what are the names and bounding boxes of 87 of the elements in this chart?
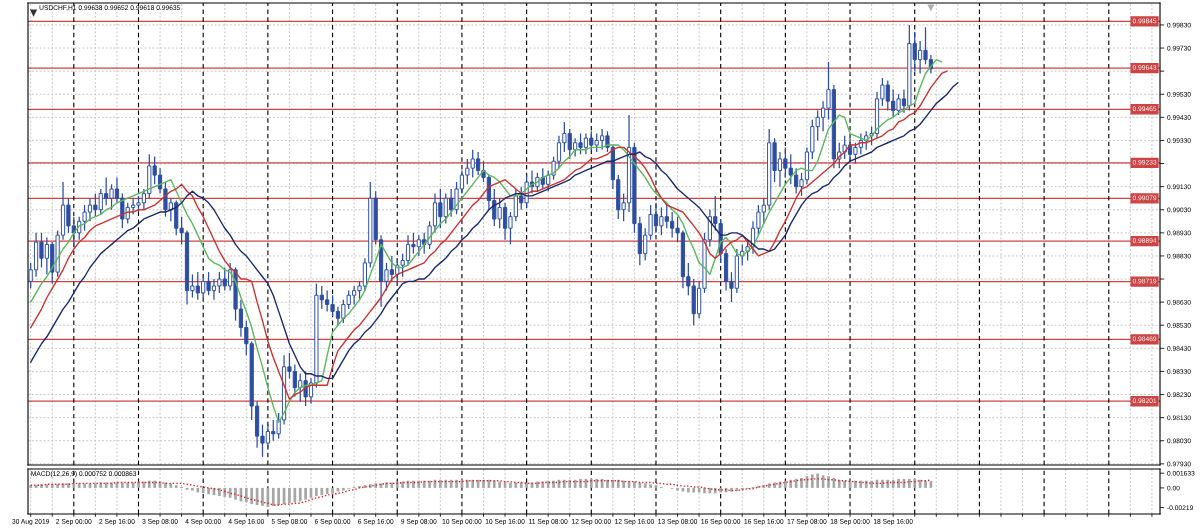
bar <box>854 480 857 488</box>
bar <box>412 480 415 488</box>
bar <box>773 482 776 488</box>
bar <box>293 487 297 503</box>
bar <box>207 487 210 495</box>
bar <box>789 479 793 488</box>
bar <box>482 479 485 488</box>
bar <box>897 478 900 488</box>
bar <box>810 474 814 488</box>
bar <box>606 479 609 488</box>
bar <box>428 480 431 488</box>
bar <box>827 476 830 488</box>
bar <box>498 481 502 488</box>
bar <box>837 479 841 488</box>
bar <box>401 481 404 488</box>
bar <box>234 487 237 500</box>
bar <box>304 487 307 500</box>
bar <box>913 478 917 488</box>
bar <box>864 480 868 488</box>
bar <box>56 484 59 488</box>
bar <box>455 479 458 488</box>
bar <box>385 482 388 488</box>
bar <box>444 479 448 488</box>
bar <box>686 487 690 493</box>
bar <box>784 480 787 488</box>
bar <box>924 480 927 488</box>
bar <box>298 487 302 502</box>
bar <box>563 479 566 488</box>
bar <box>223 487 227 497</box>
bar <box>126 482 130 488</box>
bar <box>881 479 884 488</box>
bar <box>843 480 846 488</box>
bar <box>568 479 572 488</box>
bar <box>816 473 820 488</box>
bar <box>83 483 86 488</box>
bar <box>104 482 108 488</box>
bar <box>201 487 205 494</box>
bar <box>94 483 97 488</box>
bar <box>120 482 124 488</box>
bar <box>633 481 636 488</box>
bar <box>342 487 345 491</box>
bar <box>288 487 291 504</box>
bar <box>153 480 157 488</box>
bar <box>261 487 264 506</box>
bar <box>325 487 329 495</box>
bar <box>320 487 324 496</box>
bar <box>692 487 696 493</box>
bar <box>164 482 167 488</box>
bar <box>622 480 625 488</box>
bar <box>271 487 275 506</box>
bar <box>509 482 512 488</box>
bar <box>492 480 496 488</box>
bar <box>908 478 911 488</box>
bar <box>99 482 103 488</box>
bar <box>541 481 545 488</box>
bar <box>147 480 151 488</box>
bar <box>638 482 642 488</box>
bar <box>250 487 254 505</box>
bar <box>730 487 733 492</box>
bar <box>465 479 469 488</box>
line-series <box>30 478 932 506</box>
bar <box>315 487 318 496</box>
bar <box>713 487 717 494</box>
bar <box>719 487 723 493</box>
bar <box>218 487 221 496</box>
bar <box>676 487 679 491</box>
bar <box>191 487 194 491</box>
bar <box>196 487 200 493</box>
bar <box>643 483 647 488</box>
bar <box>422 480 426 488</box>
bar <box>471 479 475 488</box>
bar <box>137 481 140 488</box>
bar <box>616 479 620 488</box>
bar <box>579 478 582 488</box>
bar <box>595 478 599 488</box>
bar <box>859 480 863 488</box>
bar <box>174 485 178 488</box>
bar <box>244 487 248 503</box>
bar <box>649 484 652 488</box>
bar <box>439 479 442 488</box>
bar <box>331 487 334 494</box>
bar <box>368 484 372 488</box>
bar <box>395 481 399 488</box>
bar <box>546 480 550 488</box>
bar <box>525 482 528 488</box>
bar <box>277 487 280 505</box>
bar <box>536 481 539 488</box>
